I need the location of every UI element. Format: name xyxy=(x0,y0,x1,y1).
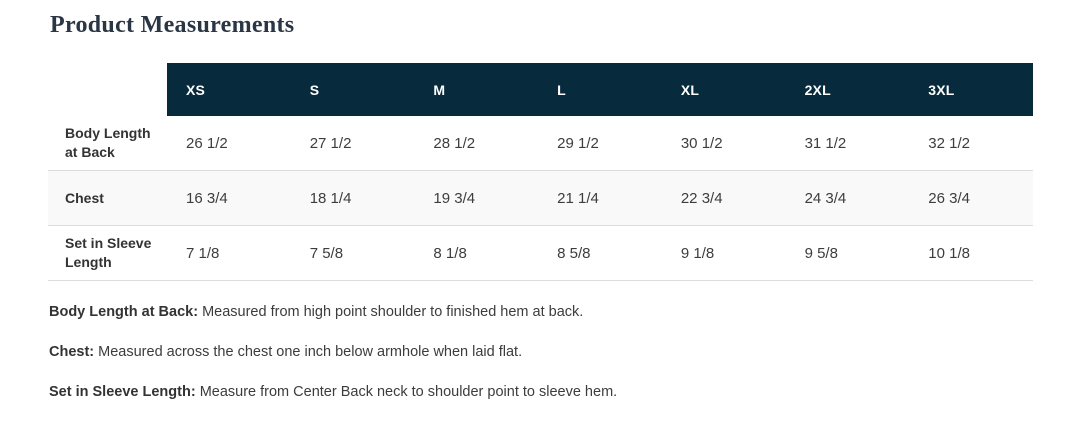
measurement-cell: 7 1/8 xyxy=(186,244,220,262)
definition-term: Body Length at Back: xyxy=(49,304,199,320)
product-measurements-section: Product Measurements XS S M L XL 2XL 3XL… xyxy=(48,12,1033,402)
size-header-xs: XS xyxy=(186,81,206,98)
measurement-cell: 31 1/2 xyxy=(804,134,847,152)
definition-body-length: Body Length at Back: Measured from high … xyxy=(49,302,1033,322)
size-header-xl: XL xyxy=(680,81,700,98)
size-chart-header-row: XS S M L XL 2XL 3XL xyxy=(48,63,1033,116)
table-row-chest: Chest 16 3/4 18 1/4 19 3/4 21 1/4 22 3/4… xyxy=(48,171,1033,226)
measurement-cell: 27 1/2 xyxy=(309,134,352,152)
measurement-cell: 16 3/4 xyxy=(186,189,228,207)
definition-sleeve-length: Set in Sleeve Length: Measure from Cente… xyxy=(49,382,1033,402)
measurement-definitions: Body Length at Back: Measured from high … xyxy=(49,302,1033,402)
measurement-cell: 29 1/2 xyxy=(557,134,599,152)
definition-text: Measured across the chest one inch below… xyxy=(98,344,523,360)
row-label: Chest xyxy=(65,189,104,206)
measurement-cell: 22 3/4 xyxy=(680,189,723,207)
size-header-l: L xyxy=(557,81,566,98)
size-header-3xl: 3XL xyxy=(928,81,955,98)
measurement-cell: 18 1/4 xyxy=(309,189,352,207)
measurement-cell: 21 1/4 xyxy=(557,189,599,207)
page-title: Product Measurements xyxy=(50,12,295,38)
definition-text: Measure from Center Back neck to shoulde… xyxy=(199,384,618,400)
row-label: Set in Sleeve Length xyxy=(65,235,152,270)
measurement-cell: 30 1/2 xyxy=(680,134,723,152)
measurement-cell: 9 5/8 xyxy=(804,244,838,262)
table-row-sleeve-length: Set in Sleeve Length 7 1/8 7 5/8 8 1/8 8… xyxy=(48,226,1033,281)
definition-term: Chest: xyxy=(49,344,95,360)
size-header-s: S xyxy=(309,81,320,98)
measurement-cell: 26 1/2 xyxy=(186,134,228,152)
measurement-cell: 19 3/4 xyxy=(433,189,476,207)
measurement-cell: 7 5/8 xyxy=(309,244,344,262)
size-header-2xl: 2XL xyxy=(804,81,831,98)
measurement-cell: 32 1/2 xyxy=(928,134,970,152)
measurement-cell: 24 3/4 xyxy=(804,189,847,207)
measurement-cell: 28 1/2 xyxy=(433,134,476,152)
size-header-m: M xyxy=(433,81,446,98)
measurement-cell: 10 1/8 xyxy=(928,244,970,262)
measurement-cell: 8 5/8 xyxy=(557,244,591,262)
definition-term: Set in Sleeve Length: xyxy=(49,384,196,400)
measurement-cell: 9 1/8 xyxy=(680,244,715,262)
header-corner-spacer xyxy=(48,63,167,116)
row-label: Body Length at Back xyxy=(65,125,151,160)
table-row-body-length: Body Length at Back 26 1/2 27 1/2 28 1/2… xyxy=(48,116,1033,171)
measurement-cell: 26 3/4 xyxy=(928,189,970,207)
size-header-bar: XS S M L XL 2XL 3XL xyxy=(167,63,1033,116)
definition-chest: Chest: Measured across the chest one inc… xyxy=(49,342,1033,362)
size-chart-table: XS S M L XL 2XL 3XL Body Length at Back … xyxy=(48,63,1033,281)
measurement-cell: 8 1/8 xyxy=(433,244,467,262)
definition-text: Measured from high point shoulder to fin… xyxy=(202,304,584,320)
